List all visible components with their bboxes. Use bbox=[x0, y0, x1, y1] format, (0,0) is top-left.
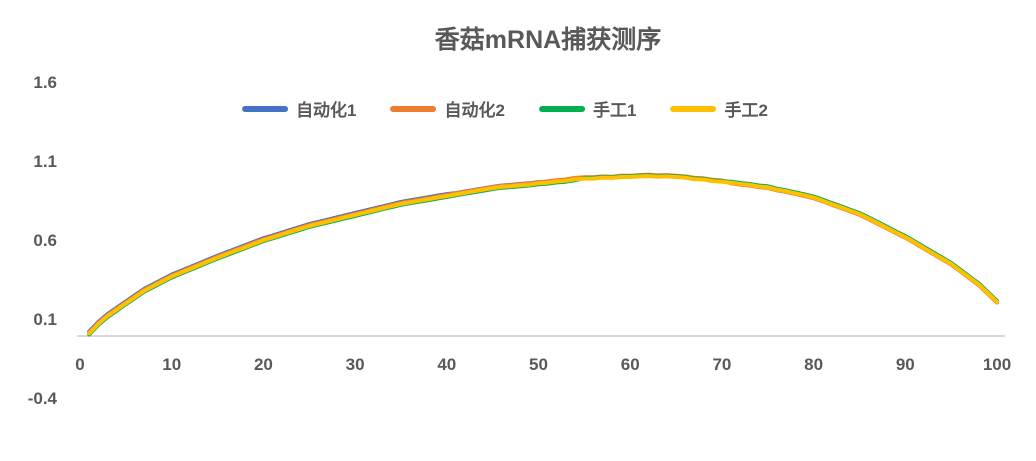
y-tick-label: 1.1 bbox=[33, 152, 57, 171]
x-tick-label: 0 bbox=[75, 355, 84, 374]
chart-legend: 自动化1 自动化2 手工1 手工2 bbox=[242, 96, 768, 121]
x-tick-label: 20 bbox=[254, 355, 273, 374]
legend-label-manual-1: 手工1 bbox=[593, 101, 637, 120]
legend-item-auto-2: 自动化2 bbox=[390, 96, 505, 121]
x-tick-label: 40 bbox=[437, 355, 456, 374]
legend-swatch-auto-1-icon bbox=[242, 105, 289, 112]
x-tick-label: 80 bbox=[804, 355, 823, 374]
chart-title: 香菇mRNA捕获测序 bbox=[434, 26, 662, 54]
legend-label-auto-2: 自动化2 bbox=[444, 101, 505, 120]
legend-swatch-auto-2-icon bbox=[390, 105, 437, 112]
series-line-3 bbox=[87, 174, 999, 336]
x-tick-label: 10 bbox=[162, 355, 181, 374]
legend-label-manual-2: 手工2 bbox=[724, 101, 768, 120]
y-tick-label: -0.4 bbox=[28, 389, 58, 408]
y-tick-label: 1.6 bbox=[33, 73, 57, 92]
legend-item-manual-2: 手工2 bbox=[670, 96, 768, 121]
x-tick-label: 70 bbox=[712, 355, 731, 374]
x-tick-label: 50 bbox=[529, 355, 548, 374]
legend-label-auto-1: 自动化1 bbox=[296, 101, 357, 120]
x-tick-label: 30 bbox=[346, 355, 365, 374]
legend-item-manual-1: 手工1 bbox=[539, 96, 636, 121]
legend-swatch-manual-1-icon bbox=[539, 105, 585, 112]
legend-item-auto-1: 自动化1 bbox=[242, 96, 357, 121]
x-tick-label: 90 bbox=[896, 355, 915, 374]
x-tick-label: 100 bbox=[983, 355, 1011, 374]
legend-swatch-manual-2-icon bbox=[670, 105, 717, 112]
y-tick-label: 0.1 bbox=[33, 310, 57, 329]
y-tick-label: 0.6 bbox=[33, 231, 57, 250]
x-tick-label: 60 bbox=[621, 355, 640, 374]
